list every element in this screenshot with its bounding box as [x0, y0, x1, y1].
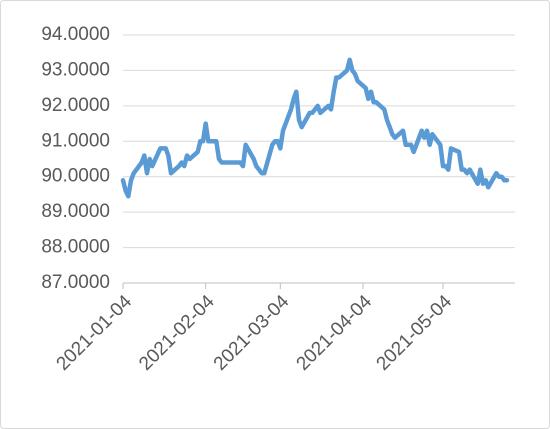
- y-tick-label: 94.0000: [41, 24, 110, 45]
- data-line: [120, 57, 510, 199]
- y-tick-label: 88.0000: [41, 237, 110, 258]
- y-tick-label: 92.0000: [41, 95, 110, 116]
- y-tick-label: 87.0000: [41, 272, 110, 293]
- y-tick-label: 89.0000: [41, 201, 110, 222]
- y-tick-label: 90.0000: [41, 166, 110, 187]
- y-tick-label: 93.0000: [41, 59, 110, 80]
- y-tick-label: 91.0000: [41, 130, 110, 151]
